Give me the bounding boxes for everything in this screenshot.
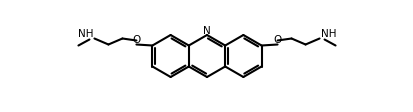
Text: NH: NH [78,29,93,39]
Text: NH: NH [320,29,335,39]
Text: N: N [203,25,210,35]
Text: O: O [132,35,140,45]
Text: O: O [273,35,281,45]
